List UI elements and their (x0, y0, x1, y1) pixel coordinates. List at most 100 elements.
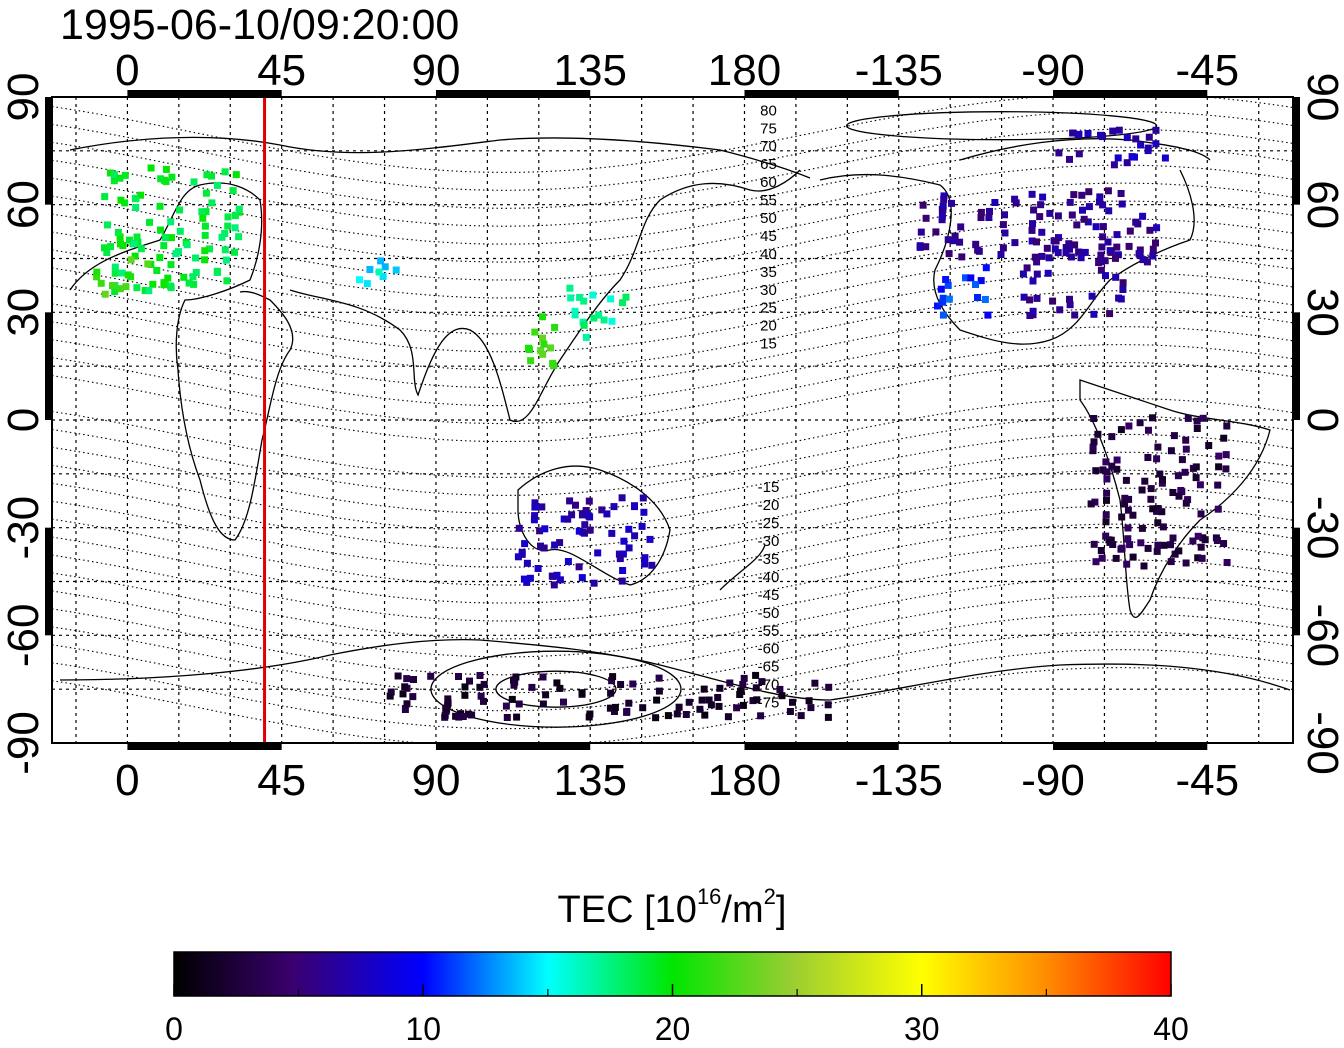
lat-tick-label-left: -60 (0, 604, 48, 668)
tec-marker (514, 553, 522, 561)
tec-marker (510, 676, 517, 684)
tec-marker (1051, 245, 1059, 253)
tec-marker (1184, 496, 1192, 504)
tec-marker (1149, 245, 1157, 253)
tec-marker (101, 244, 108, 252)
tec-marker (1066, 155, 1073, 163)
tec-marker (608, 677, 616, 685)
tec-marker (575, 563, 583, 571)
tec-marker (1033, 294, 1041, 302)
tec-marker (655, 674, 663, 682)
tec-marker (944, 281, 952, 289)
contour-line (52, 182, 1293, 263)
tec-marker (1177, 487, 1185, 494)
contour-label: -40 (758, 569, 780, 586)
tec-marker (503, 714, 511, 721)
lon-tick-label-bottom: -90 (1021, 756, 1085, 805)
tec-marker (1149, 252, 1157, 260)
tec-marker (1184, 414, 1192, 422)
contour-line (52, 487, 1293, 568)
tec-marker (168, 173, 176, 181)
tec-marker (664, 712, 672, 720)
tec-marker (107, 243, 115, 251)
tec-marker (609, 673, 617, 681)
tec-marker (578, 689, 586, 697)
tec-marker (189, 273, 197, 281)
obs-region (101, 164, 243, 296)
tec-marker (231, 224, 239, 232)
tec-marker (617, 681, 625, 688)
tec-marker (789, 698, 796, 706)
tec-marker (1125, 495, 1133, 503)
tec-marker (443, 705, 451, 713)
tec-marker (1215, 452, 1223, 460)
tec-marker (1205, 442, 1213, 449)
tec-marker (1149, 505, 1157, 513)
tec-marker (461, 691, 469, 699)
colorbar-tick-label: 20 (655, 1011, 691, 1047)
tec-marker (116, 285, 124, 293)
tec-marker (958, 253, 966, 261)
tec-marker (1071, 241, 1079, 249)
tec-marker (1123, 134, 1131, 142)
contour-label: 35 (760, 264, 777, 281)
tec-marker (1122, 476, 1130, 484)
tec-marker (1039, 193, 1047, 201)
tec-marker (1092, 467, 1100, 475)
tec-marker (146, 218, 153, 226)
tec-marker (1090, 540, 1098, 548)
tec-marker (1167, 558, 1175, 566)
frame-bar-left (45, 527, 52, 636)
lon-tick-label-top: -90 (1021, 46, 1085, 95)
tec-marker (581, 521, 589, 529)
tec-marker (1132, 218, 1140, 226)
tec-marker (1129, 553, 1137, 561)
tec-marker (218, 233, 226, 241)
lat-tick-label-right: -60 (1298, 604, 1344, 668)
contour-label: 80 (760, 102, 777, 119)
tec-marker (623, 707, 631, 715)
tec-marker (638, 522, 646, 530)
tec-marker (1103, 489, 1111, 497)
tec-marker (1154, 541, 1162, 549)
tec-marker (1001, 211, 1008, 219)
tec-marker (1105, 207, 1113, 215)
colorbar-title-exponent: 16 (696, 884, 722, 909)
lat-tick-label-left: 90 (0, 73, 48, 122)
tec-marker (1178, 456, 1186, 464)
tec-marker (539, 700, 547, 708)
tec-marker (137, 191, 145, 199)
tec-marker (133, 233, 141, 241)
tec-observations (93, 126, 1231, 722)
tec-marker (377, 257, 385, 265)
tec-marker (137, 245, 145, 253)
tec-marker (824, 701, 832, 709)
tec-marker (520, 575, 528, 583)
colorbar-tick-label: 10 (405, 1011, 441, 1047)
tec-marker (118, 269, 126, 277)
tec-marker (1115, 126, 1123, 134)
tec-marker (1181, 468, 1189, 476)
lat-tick-label-right: 60 (1298, 180, 1344, 229)
tec-marker (133, 284, 141, 292)
tec-marker (939, 298, 947, 306)
tec-marker (652, 714, 660, 722)
tec-marker (1199, 414, 1207, 422)
tec-marker (1136, 419, 1144, 427)
tec-marker (513, 713, 521, 721)
tec-marker (1156, 470, 1164, 478)
contour-line (52, 667, 1293, 743)
tec-marker (110, 171, 118, 179)
colorbar-tick-label: 40 (1153, 1011, 1189, 1047)
obs-region (1019, 241, 1127, 319)
tec-marker (206, 245, 213, 253)
obs-region (356, 257, 400, 288)
tec-marker (1011, 239, 1019, 247)
tec-marker (1223, 559, 1231, 566)
tec-marker (1124, 535, 1132, 543)
colorbar-tick-label: 0 (165, 1011, 183, 1047)
tec-marker (578, 511, 586, 519)
frame-bar-bottom (1053, 743, 1208, 750)
colorbar-title-unit-exponent: 2 (763, 884, 776, 909)
tec-marker (984, 311, 992, 319)
